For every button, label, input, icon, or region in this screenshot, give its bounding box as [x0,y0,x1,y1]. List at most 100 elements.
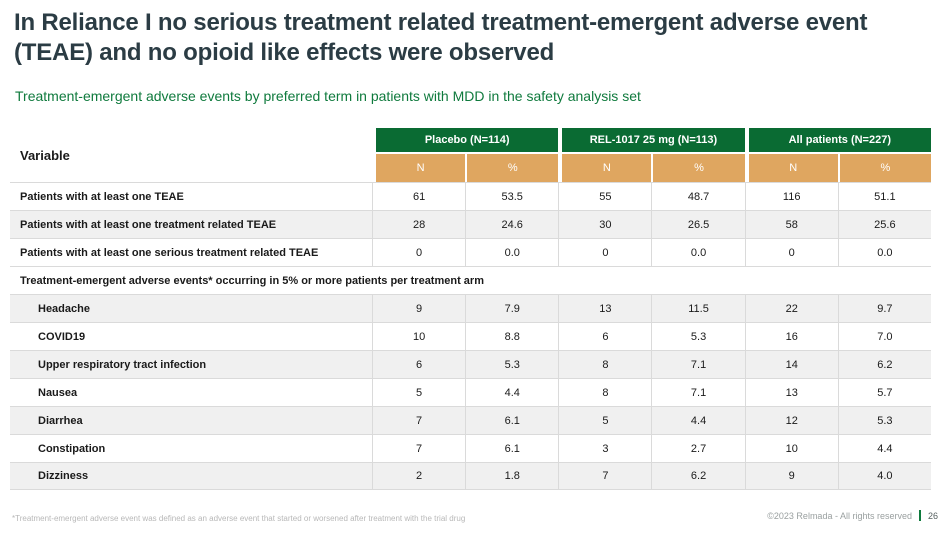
variable-column-header: Variable [10,128,372,182]
cell-value: 4.4 [465,378,559,406]
cell-value: 9 [372,294,466,322]
cell-value: 7 [558,462,652,490]
cell-value: 13 [558,294,652,322]
cell-value: 0.0 [651,238,745,266]
cell-value: 6.2 [651,462,745,490]
cell-value: 7.9 [465,294,559,322]
cell-value: 6 [372,350,466,378]
cell-value: 6 [558,322,652,350]
cell-value: 7.1 [651,378,745,406]
copyright-text: ©2023 Relmada - All rights reserved [767,510,912,521]
cell-value: 7 [372,434,466,462]
cell-value: 8.8 [465,322,559,350]
cell-value: 14 [744,350,838,378]
cell-value: 12 [744,406,838,434]
cell-value: 22 [744,294,838,322]
row-label: Nausea [10,378,372,406]
table-row: Upper respiratory tract infection 6 5.3 8 7.… [10,350,931,378]
cell-value: 2 [372,462,466,490]
cell-value: 0.0 [837,238,931,266]
cell-value: 10 [372,322,466,350]
cell-value: 9.7 [837,294,931,322]
cell-value: 26.5 [651,210,745,238]
cell-value: 5.3 [837,406,931,434]
cell-value: 25.6 [837,210,931,238]
row-label: Dizziness [10,462,372,490]
cell-value: 116 [744,182,838,210]
cell-value: 13 [744,378,838,406]
slide-title: In Reliance I no serious treatment relat… [14,9,868,66]
cell-value: 0 [558,238,652,266]
table-row: Dizziness 2 1.8 7 6.2 9 4.0 [10,462,931,490]
cell-value: 24.6 [465,210,559,238]
footer-divider [918,510,921,521]
cell-value: 3 [558,434,652,462]
subheader-n: N [744,154,838,182]
cell-value: 61 [372,182,466,210]
table-row: Patients with at least one TEAE 61 53.5 55 4… [10,182,931,210]
cell-value: 5.7 [837,378,931,406]
cell-value: 6.1 [465,406,559,434]
cell-value: 0 [744,238,838,266]
cell-value: 10 [744,434,838,462]
cell-value: 30 [558,210,652,238]
group-header-placebo: Placebo (N=114) [372,128,559,154]
table-row: Constipation 7 6.1 3 2.7 10 4.4 [10,434,931,462]
row-label: COVID19 [10,322,372,350]
cell-value: 16 [744,322,838,350]
cell-value: 55 [558,182,652,210]
cell-value: 5 [558,406,652,434]
subheader-row: N % N % N % [10,154,931,182]
cell-value: 8 [558,350,652,378]
group-header-all-patients: All patients (N=227) [744,128,931,154]
subheader-percent: % [837,154,931,182]
table-row: COVID19 10 8.8 6 5.3 16 7.0 [10,322,931,350]
cell-value: 11.5 [651,294,745,322]
cell-value: 58 [744,210,838,238]
row-label: Upper respiratory tract infection [10,350,372,378]
cell-value: 9 [744,462,838,490]
cell-value: 5 [372,378,466,406]
cell-value: 5.3 [465,350,559,378]
cell-value: 28 [372,210,466,238]
cell-value: 4.4 [651,406,745,434]
cell-value: 2.7 [651,434,745,462]
page-number: 26 [927,510,938,521]
cell-value: 0 [372,238,466,266]
subheader-percent: % [651,154,745,182]
footer-right: ©2023 Relmada - All rights reserved 26 [767,510,938,521]
row-label: Constipation [10,434,372,462]
subheader-n: N [372,154,466,182]
row-label: Diarrhea [10,406,372,434]
group-header-row: Variable Placebo (N=114) REL-1017 25 mg … [10,128,931,182]
subheader-n: N [558,154,652,182]
cell-value: 6.1 [465,434,559,462]
slide-subtitle: Treatment-emergent adverse events by pre… [15,88,641,104]
table-row: Headache 9 7.9 13 11.5 22 9.7 [10,294,931,322]
section-label: Treatment-emergent adverse events* occur… [10,266,931,294]
row-label: Patients with at least one serious treat… [10,238,372,266]
row-label: Headache [10,294,372,322]
cell-value: 1.8 [465,462,559,490]
row-label: Patients with at least one TEAE [10,182,372,210]
cell-value: 6.2 [837,350,931,378]
table-row: Patients with at least one serious treat… [10,238,931,266]
group-header-rel1017: REL-1017 25 mg (N=113) [558,128,745,154]
subheader-percent: % [465,154,559,182]
cell-value: 7 [372,406,466,434]
table-body: Patients with at least one TEAE 61 53.5 55 4… [10,182,931,490]
cell-value: 4.4 [837,434,931,462]
footnote: *Treatment-emergent adverse event was de… [12,514,466,523]
cell-value: 51.1 [837,182,931,210]
cell-value: 7.1 [651,350,745,378]
cell-value: 53.5 [465,182,559,210]
row-label: Patients with at least one treatment rel… [10,210,372,238]
cell-value: 48.7 [651,182,745,210]
table-row: Nausea 5 4.4 8 7.1 13 5.7 [10,378,931,406]
table-row: Patients with at least one treatment rel… [10,210,931,238]
cell-value: 7.0 [837,322,931,350]
adverse-events-table: Variable Placebo (N=114) REL-1017 25 mg … [10,128,931,490]
cell-value: 5.3 [651,322,745,350]
cell-value: 4.0 [837,462,931,490]
